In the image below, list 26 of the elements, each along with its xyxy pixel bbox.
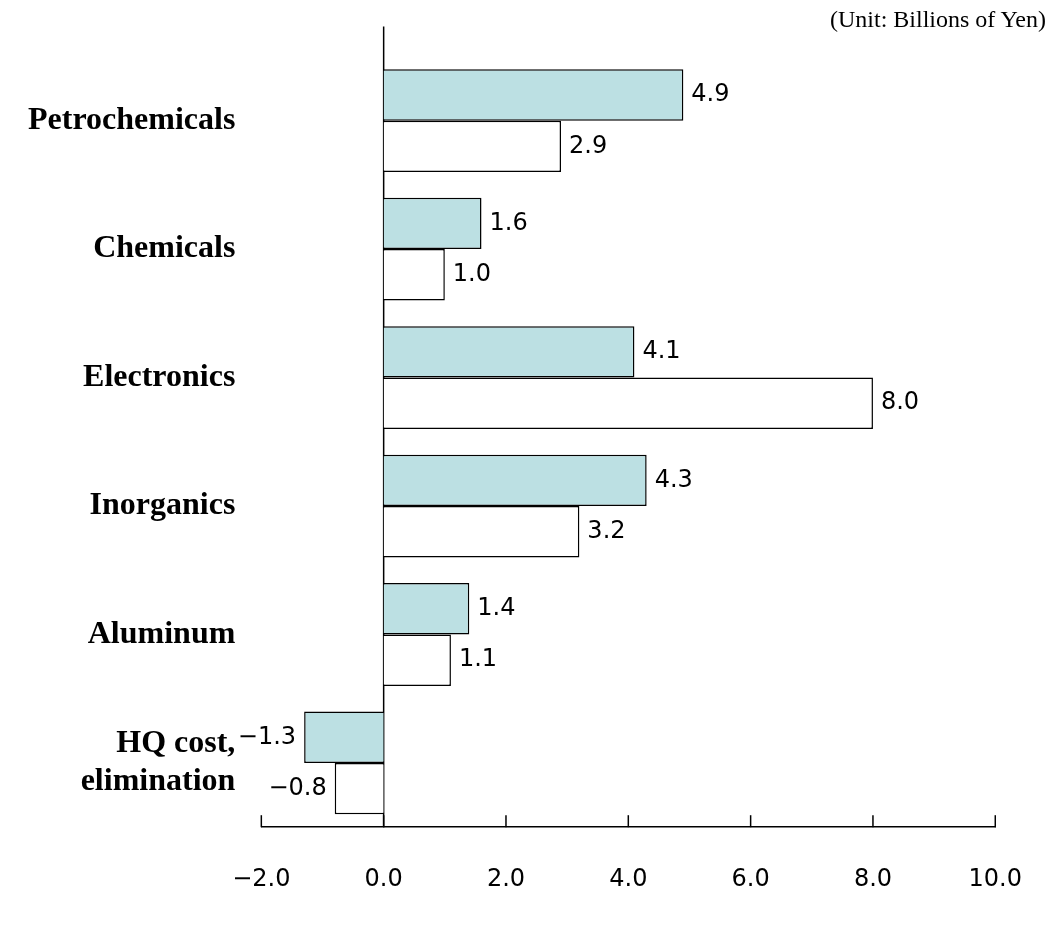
x-tick-label: 0.0 [364,863,403,892]
data-label: −0.8 [268,772,327,801]
data-label: 3.2 [587,515,626,544]
y-tick-label: Petrochemicals [28,99,236,136]
y-tick-label: Inorganics [89,485,236,522]
data-label: 4.1 [642,336,681,365]
x-tick-label: −2.0 [232,863,291,892]
data-label: 4.3 [654,464,693,493]
x-tick-label: 6.0 [731,863,770,892]
y-tick-label: Electronics [83,356,236,393]
data-label: 8.0 [880,387,920,416]
y-tick-label: Chemicals [93,228,236,265]
x-tick-label: 2.0 [486,863,526,892]
data-label: 1.6 [489,207,528,236]
data-label: 4.9 [691,79,730,108]
data-label: 1.0 [452,259,491,288]
x-tick-label: 8.0 [853,863,893,892]
x-tick-label: 4.0 [609,863,648,892]
data-label: 2.9 [569,130,608,159]
data-label: 1.4 [477,593,516,622]
data-label: 1.1 [458,644,498,673]
data-label: −1.3 [237,721,297,750]
y-tick-label: HQ cost, elimination [80,723,236,798]
x-tick-label: 10.0 [968,863,1022,892]
y-tick-label: Aluminum [87,613,236,650]
annotation: (Unit: Billions of Yen) [829,6,1046,33]
